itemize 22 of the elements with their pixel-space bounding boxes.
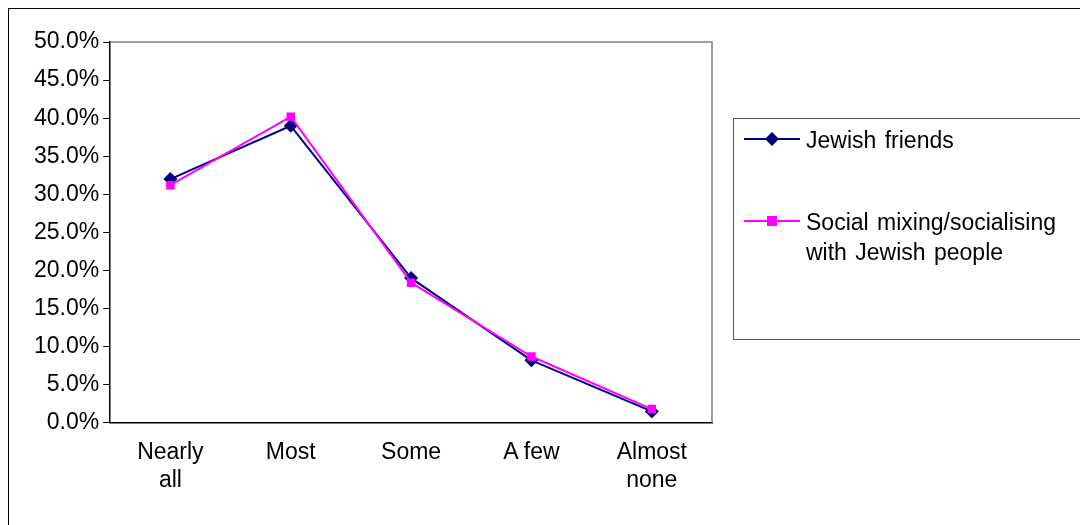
y-tick-label: 0.0% — [46, 408, 100, 435]
y-tick-label: 25.0% — [34, 217, 100, 244]
y-tick-label: 40.0% — [34, 103, 100, 130]
y-tick-label: 15.0% — [34, 293, 100, 320]
y-tick-label: 10.0% — [34, 331, 100, 358]
x-tick-label: Almost none — [616, 437, 688, 492]
y-tick-label: 5.0% — [46, 370, 100, 397]
x-tick-label: A few — [503, 437, 560, 464]
x-tick-label: Some — [381, 437, 442, 464]
x-tick-label: Nearly all — [137, 437, 205, 492]
legend-label: Social mixing/socialising with Jewish people — [806, 208, 1057, 267]
y-tick-label: 20.0% — [34, 255, 100, 282]
point — [166, 180, 175, 190]
y-tick-label: 45.0% — [34, 65, 100, 92]
legend-label: Jewish friends — [806, 126, 955, 155]
y-tick-label: 30.0% — [34, 179, 100, 206]
y-tick-label: 35.0% — [34, 141, 100, 168]
x-tick-label: Most — [265, 437, 317, 464]
point — [406, 278, 416, 287]
point — [527, 352, 536, 361]
y-tick-label: 50.0% — [34, 27, 100, 54]
point — [286, 112, 295, 121]
